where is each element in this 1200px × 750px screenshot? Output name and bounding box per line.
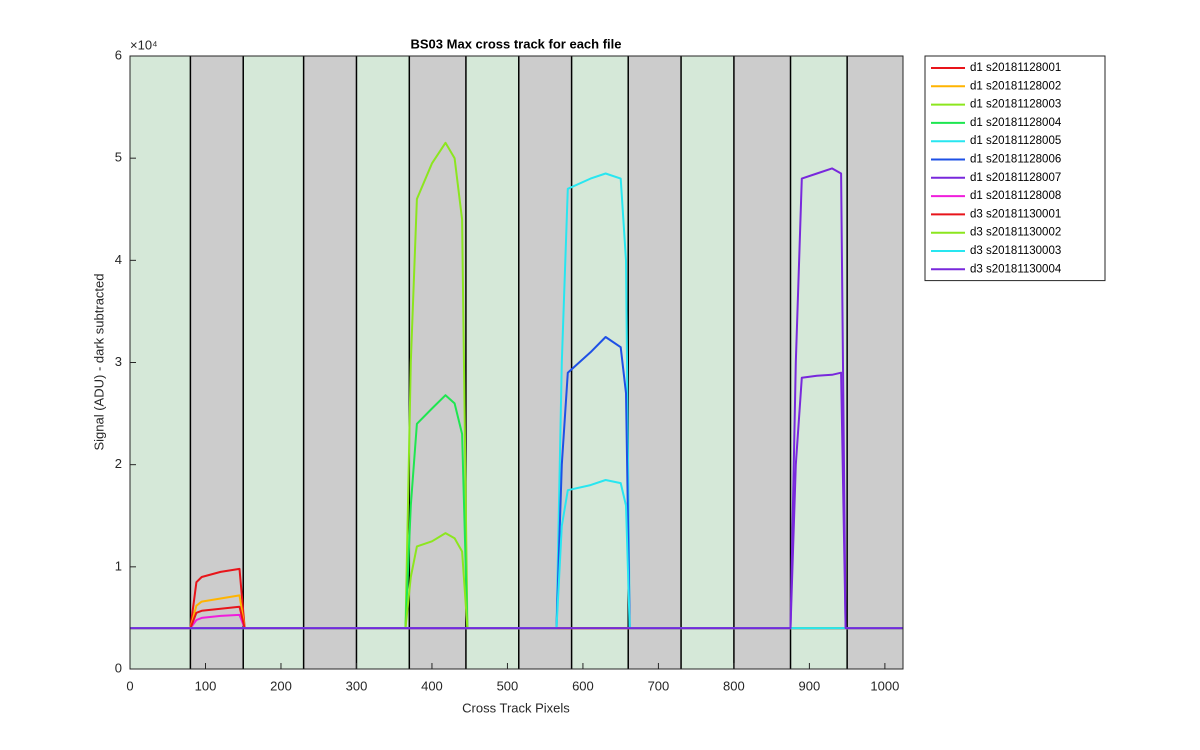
x-tick-label: 800: [723, 678, 745, 693]
x-tick-label: 300: [346, 678, 368, 693]
y-tick-label: 4: [115, 252, 122, 267]
legend-label: d3 s20181130001: [970, 208, 1061, 220]
x-tick-label: 600: [572, 678, 594, 693]
chart-title: BS03 Max cross track for each file: [411, 36, 622, 51]
legend-label: d1 s20181128007: [970, 172, 1061, 184]
series-line: [130, 371, 903, 630]
background-band: [681, 56, 734, 669]
x-tick-label: 0: [126, 678, 133, 693]
background-band: [518, 56, 572, 669]
background-band: [790, 56, 848, 669]
background-band: [628, 56, 682, 669]
background-band: [847, 56, 903, 669]
y-tick-label: 6: [115, 47, 122, 62]
x-tick-label: 900: [799, 678, 821, 693]
background-band: [303, 56, 357, 669]
x-tick-label: 100: [195, 678, 217, 693]
x-tick-label: 400: [421, 678, 443, 693]
legend-label: d1 s20181128004: [970, 117, 1062, 129]
legend-label: d1 s20181128001: [970, 62, 1061, 74]
x-tick-label: 200: [270, 678, 292, 693]
legend-label: d3 s20181130002: [970, 227, 1061, 239]
x-axis-label: Cross Track Pixels: [462, 700, 570, 715]
background-band: [465, 56, 519, 669]
background-band: [130, 56, 191, 669]
y-tick-label: 5: [115, 150, 122, 165]
x-tick-label: 500: [497, 678, 519, 693]
y-tick-label: 2: [115, 456, 122, 471]
legend-label: d1 s20181128008: [970, 190, 1061, 202]
background-band: [190, 56, 244, 669]
legend-label: d1 s20181128006: [970, 154, 1061, 166]
y-tick-label: 1: [115, 558, 122, 573]
y-axis-label: Signal (ADU) - dark subtracted: [91, 273, 106, 450]
y-tick-label: 3: [115, 354, 122, 369]
background-band: [733, 56, 791, 669]
background-band: [409, 56, 466, 669]
legend-label: d1 s20181128005: [970, 135, 1061, 147]
x-tick-label: 1000: [870, 678, 899, 693]
legend-label: d1 s20181128002: [970, 80, 1061, 92]
background-band: [571, 56, 629, 669]
legend-label: d1 s20181128003: [970, 99, 1061, 111]
y-multiplier: ×10⁴: [130, 37, 158, 52]
background-band: [243, 56, 304, 669]
legend-label: d3 s20181130003: [970, 245, 1061, 257]
legend-box: [924, 55, 1106, 282]
x-tick-label: 700: [648, 678, 670, 693]
background-band: [356, 56, 410, 669]
y-tick-label: 0: [115, 660, 122, 675]
legend-label: d3 s20181130004: [970, 263, 1062, 275]
